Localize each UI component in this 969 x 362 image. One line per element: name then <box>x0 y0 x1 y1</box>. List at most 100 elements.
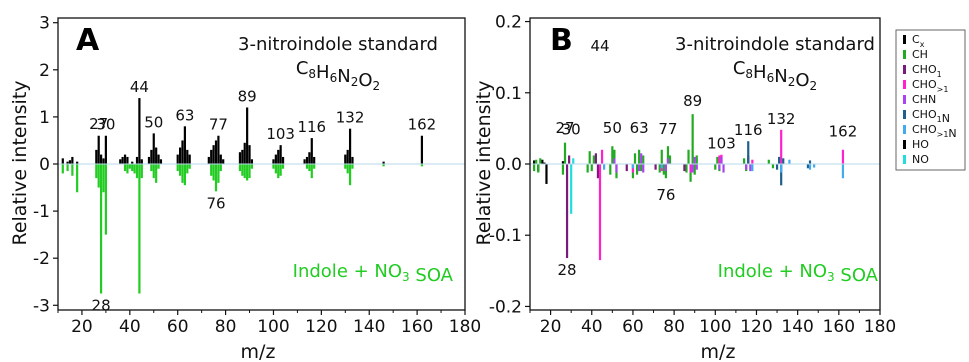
legend-label-cho1: CHO1 <box>912 63 942 79</box>
bar-series-1-mz-43 <box>135 164 139 179</box>
bar-series-1-mz-16 <box>71 164 74 176</box>
bar-ch-mz-27 <box>563 142 567 164</box>
bar-series-1-mz-77 <box>217 164 220 183</box>
bar-series-1-mz-133 <box>351 164 354 169</box>
bar-series-1-mz-78 <box>219 164 222 172</box>
bar-cho-1n-mz-148 <box>813 164 816 168</box>
bar-ch-mz-73 <box>658 164 661 173</box>
peak-label-44: 44 <box>130 78 149 96</box>
peak-label-76: 76 <box>656 186 675 204</box>
bar-cho-1n-mz-118 <box>751 164 754 172</box>
bar-cho-1-mz-162 <box>841 149 845 164</box>
peak-label-76: 76 <box>206 194 225 212</box>
bar-ch-mz-15 <box>539 158 542 164</box>
bar-ch-mz-14 <box>537 164 540 173</box>
legend-swatch-cx <box>903 35 906 44</box>
bar-cho-1-mz-132 <box>780 129 783 164</box>
bar-ch-mz-126 <box>767 159 770 164</box>
bar-series-1-mz-75 <box>212 164 215 181</box>
bar-ch-mz-50 <box>611 146 614 164</box>
bar-series-0-mz-29 <box>102 158 105 164</box>
bar-ch-mz-61 <box>633 153 637 164</box>
bar-series-0-mz-90 <box>248 145 251 164</box>
bar-cho-1n-mz-46 <box>603 164 606 170</box>
bar-chn-mz-65 <box>642 164 645 173</box>
bar-series-0-mz-16 <box>71 156 74 164</box>
bar-series-1-mz-61 <box>179 164 182 176</box>
bar-no-mz-31 <box>572 158 575 164</box>
bar-series-0-mz-38 <box>123 154 127 164</box>
x-tick-label: 100 <box>257 317 289 337</box>
bar-ch-mz-91 <box>695 155 698 164</box>
x-tick-label: 120 <box>740 317 772 337</box>
bar-series-0-mz-51 <box>155 147 158 164</box>
bar-series-1-mz-65 <box>188 164 191 169</box>
bar-series-0-mz-27 <box>97 135 100 164</box>
bar-ch-mz-128 <box>771 164 775 169</box>
panel-b-bars <box>533 114 845 261</box>
legend-label-cx: Cx <box>912 33 925 49</box>
bar-series-0-mz-64 <box>186 149 189 164</box>
bar-ch-mz-51 <box>613 149 616 164</box>
peak-label-63: 63 <box>630 119 649 137</box>
bar-series-0-mz-49 <box>150 149 153 164</box>
bar-ch-mz-12 <box>533 164 536 172</box>
bar-cho1n-mz-131 <box>778 156 781 164</box>
bar-series-1-mz-131 <box>346 164 349 174</box>
bar-series-0-mz-104 <box>281 156 285 164</box>
bar-series-1-mz-104 <box>281 164 285 169</box>
legend-label-cho1n: CHO1N <box>912 108 950 125</box>
bar-series-0-mz-100 <box>272 159 275 164</box>
bar-chn-mz-115 <box>745 164 748 170</box>
panel-b-y-ticks: -0.2 -0.1 0.0 0.1 0.2 <box>489 13 530 317</box>
peak-label-132: 132 <box>767 110 796 128</box>
bar-series-0-mz-12 <box>61 158 64 164</box>
bar-chn-mz-89 <box>691 164 694 173</box>
panel-a-x-label: m/z <box>241 341 276 362</box>
bar-series-0-mz-88 <box>243 142 246 164</box>
bar-series-1-mz-28 <box>99 164 103 294</box>
bar-series-1-mz-103 <box>279 164 282 176</box>
bar-series-0-mz-53 <box>159 159 163 164</box>
bar-ch-mz-89 <box>691 114 694 164</box>
bar-chn-mz-63 <box>638 164 641 172</box>
bar-series-0-mz-113 <box>303 159 306 164</box>
bar-series-1-mz-27 <box>97 164 100 188</box>
peak-label-89: 89 <box>238 87 257 105</box>
bar-series-1-mz-63 <box>183 164 186 186</box>
x-tick-label: 180 <box>864 317 896 337</box>
bar-series-0-mz-39 <box>126 156 129 164</box>
bar-chn-mz-52 <box>615 164 618 173</box>
bar-series-0-mz-79 <box>222 159 225 164</box>
bar-series-1-mz-29 <box>102 164 105 193</box>
bar-series-0-mz-116 <box>310 138 313 164</box>
panel-b-title: 3-nitroindole standard <box>675 34 875 55</box>
bar-cho-1n-mz-162 <box>841 164 845 179</box>
x-tick-label: 60 <box>167 317 189 337</box>
bar-series-1-mz-76 <box>214 164 218 192</box>
bar-series-0-mz-130 <box>344 154 347 164</box>
bar-series-0-mz-117 <box>313 156 316 164</box>
x-tick-label: 180 <box>449 317 481 337</box>
bar-series-1-mz-12 <box>61 164 64 174</box>
peak-label-50: 50 <box>144 113 163 131</box>
bar-cx-mz-12 <box>533 160 536 164</box>
bar-series-1-mz-115 <box>308 164 311 172</box>
bar-series-0-mz-78 <box>219 154 222 164</box>
bar-chn-mz-104 <box>722 164 725 173</box>
peak-label-77: 77 <box>658 120 677 138</box>
bar-ch-mz-64 <box>640 164 643 172</box>
bar-ch-mz-114 <box>743 158 746 164</box>
bar-series-0-mz-162 <box>420 135 424 164</box>
bar-series-0-mz-76 <box>214 140 218 164</box>
bar-series-1-mz-41 <box>131 164 134 172</box>
bar-cho-1n-mz-146 <box>808 164 812 170</box>
bar-series-0-mz-43 <box>135 156 139 164</box>
bar-series-1-mz-49 <box>150 164 153 172</box>
peak-label-103: 103 <box>707 135 736 153</box>
bar-series-0-mz-91 <box>250 159 254 164</box>
bar-series-0-mz-15 <box>68 160 72 164</box>
bar-cho-1-mz-102 <box>718 155 721 164</box>
bar-series-1-mz-52 <box>157 164 160 169</box>
